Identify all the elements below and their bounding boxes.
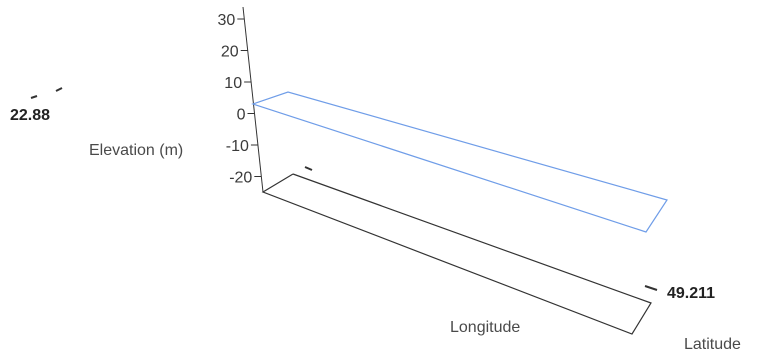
z-tick-label: 30 bbox=[218, 12, 236, 29]
z-axis-ticks bbox=[237, 18, 262, 177]
x-axis-title: Longitude bbox=[450, 319, 520, 336]
floor-outline bbox=[261, 173, 652, 335]
z-tick-label: 20 bbox=[221, 44, 239, 61]
z-tick-label: 10 bbox=[224, 75, 242, 92]
marker-tick-right bbox=[644, 285, 658, 291]
z-axis-title: Elevation (m) bbox=[89, 142, 183, 159]
z-tick-label: 0 bbox=[237, 107, 246, 124]
marker-tick-left-2 bbox=[55, 87, 63, 92]
y-axis-title: Latitude bbox=[684, 336, 741, 353]
z-tick-label: -20 bbox=[229, 170, 252, 187]
z-tick-label: -10 bbox=[226, 138, 249, 155]
latitude-value-label: 49.211 bbox=[667, 285, 715, 302]
elevation-surface bbox=[251, 91, 668, 233]
marker-tick-left-1 bbox=[30, 95, 38, 99]
marker-tick-mid bbox=[304, 166, 313, 171]
z-axis-line bbox=[242, 6, 264, 193]
longitude-value-label: 22.88 bbox=[10, 107, 50, 124]
